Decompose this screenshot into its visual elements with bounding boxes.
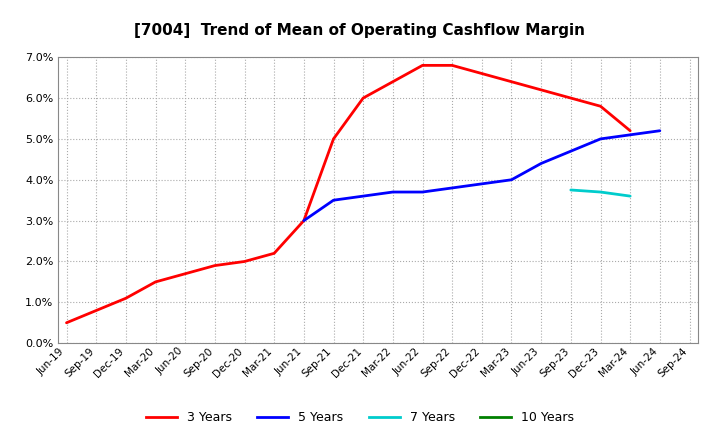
- 3 Years: [122, 296, 130, 301]
- 3 Years: [507, 79, 516, 84]
- 5 Years: [655, 128, 664, 133]
- 5 Years: [537, 161, 546, 166]
- 3 Years: [389, 79, 397, 84]
- 7 Years: [626, 194, 634, 199]
- 7 Years: [596, 189, 605, 194]
- 5 Years: [329, 198, 338, 203]
- 5 Years: [507, 177, 516, 183]
- 3 Years: [181, 271, 189, 276]
- 3 Years: [418, 63, 427, 68]
- 5 Years: [596, 136, 605, 142]
- 3 Years: [62, 320, 71, 326]
- 3 Years: [448, 63, 456, 68]
- 5 Years: [626, 132, 634, 137]
- 5 Years: [448, 185, 456, 191]
- Text: [7004]  Trend of Mean of Operating Cashflow Margin: [7004] Trend of Mean of Operating Cashfl…: [135, 23, 585, 38]
- 3 Years: [537, 87, 546, 92]
- 3 Years: [270, 251, 279, 256]
- 3 Years: [300, 218, 308, 223]
- 3 Years: [329, 136, 338, 142]
- Line: 7 Years: 7 Years: [571, 190, 630, 196]
- Legend: 3 Years, 5 Years, 7 Years, 10 Years: 3 Years, 5 Years, 7 Years, 10 Years: [141, 407, 579, 429]
- 3 Years: [92, 308, 101, 313]
- 5 Years: [359, 194, 367, 199]
- 3 Years: [626, 128, 634, 133]
- 5 Years: [477, 181, 486, 187]
- 3 Years: [240, 259, 249, 264]
- 3 Years: [359, 95, 367, 101]
- 7 Years: [567, 187, 575, 193]
- 3 Years: [567, 95, 575, 101]
- 3 Years: [151, 279, 160, 285]
- 3 Years: [477, 71, 486, 76]
- 3 Years: [210, 263, 219, 268]
- Line: 3 Years: 3 Years: [66, 66, 630, 323]
- 5 Years: [300, 218, 308, 223]
- 5 Years: [418, 189, 427, 194]
- 5 Years: [389, 189, 397, 194]
- 5 Years: [567, 149, 575, 154]
- 3 Years: [596, 103, 605, 109]
- Line: 5 Years: 5 Years: [304, 131, 660, 220]
